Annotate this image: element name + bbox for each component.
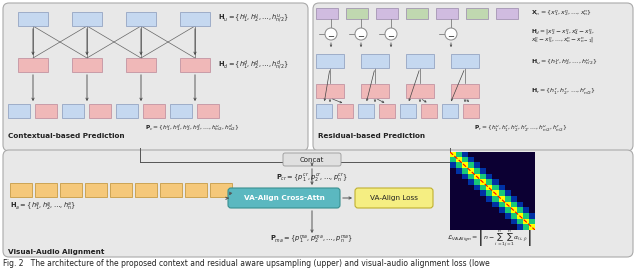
Text: VA-Align Loss: VA-Align Loss [370,195,418,201]
Bar [180,58,210,72]
Bar [170,104,192,118]
Text: Visual-Audio Alignment: Visual-Audio Alignment [8,249,104,255]
Bar [8,104,30,118]
Bar [361,54,389,68]
Text: $\mathbf{P}_c = \{h_1^u, h_1^d, h_2^u, h_2^d, \ldots, h_{n/2}^u, h_{n/2}^d\}$: $\mathbf{P}_c = \{h_1^u, h_1^d, h_2^u, h… [145,123,240,133]
Bar [451,84,479,98]
Bar [451,54,479,68]
Bar [316,54,344,68]
Text: Contextual-based Prediction: Contextual-based Prediction [8,133,125,139]
Bar [126,58,156,72]
Text: $-$: $-$ [387,30,395,39]
Text: Residual-based Prediction: Residual-based Prediction [318,133,425,139]
Text: $\mathbf{H}_d = \{h_1^d, h_2^d, \ldots, h_{n/2}^d\}$: $\mathbf{H}_d = \{h_1^d, h_2^d, \ldots, … [218,58,289,72]
Text: $\mathcal{L}_{VA\text{-}Align} = \left|n - \sum_{i=1}^{n}\sum_{j=1}^{n}\alpha_{(: $\mathcal{L}_{VA\text{-}Align} = \left|n… [447,227,532,249]
Circle shape [445,28,457,40]
Bar [406,8,428,19]
Bar [72,12,102,26]
Circle shape [355,28,367,40]
Text: $\mathbf{H}_r = \{h_1^r, h_2^r, \ldots, h_{n/2}^r\}$: $\mathbf{H}_r = \{h_1^r, h_2^r, \ldots, … [531,86,596,96]
Bar [135,183,157,197]
Bar [442,104,458,118]
Bar [346,8,368,19]
Bar [197,104,219,118]
FancyBboxPatch shape [313,3,633,151]
Text: $x_6^n - x_5^n, \ldots, x_n^n - x_{n-1}^n|$: $x_6^n - x_5^n, \ldots, x_n^n - x_{n-1}^… [531,35,594,44]
Bar [185,183,207,197]
Text: $\mathbf{H}_u = \{h_1^u, h_2^u, \ldots, h_{n/2}^u\}$: $\mathbf{H}_u = \{h_1^u, h_2^u, \ldots, … [218,13,289,25]
Bar [376,8,398,19]
Bar [406,84,434,98]
Bar [436,8,458,19]
Text: $\mathbf{X}_n = \{x_1^n, x_2^n, \ldots, x_n^n\}$: $\mathbf{X}_n = \{x_1^n, x_2^n, \ldots, … [531,9,592,18]
Bar [496,8,518,19]
FancyBboxPatch shape [3,150,633,257]
Bar [316,104,332,118]
Text: $-$: $-$ [357,30,365,39]
Bar [35,104,57,118]
Bar [89,104,111,118]
Bar [160,183,182,197]
Text: Concat: Concat [300,157,324,162]
Bar [210,183,232,197]
Bar [316,84,344,98]
FancyBboxPatch shape [228,188,340,208]
Bar [35,183,57,197]
Bar [18,12,48,26]
Bar [62,104,84,118]
Text: $\mathbf{P}_{cr} = \{p_1^{cr}, p_2^{cr}, \ldots, p_n^{cr}\}$: $\mathbf{P}_{cr} = \{p_1^{cr}, p_2^{cr},… [276,172,348,184]
Text: $-$: $-$ [447,30,455,39]
Bar [406,54,434,68]
Text: $\mathbf{H}_u = \{h_1^u, h_2^u, \ldots, h_{n/2}^u\}$: $\mathbf{H}_u = \{h_1^u, h_2^u, \ldots, … [531,57,597,65]
Text: Fig. 2   The architecture of the proposed context and residual aware upsampling : Fig. 2 The architecture of the proposed … [3,259,490,267]
Bar [110,183,132,197]
FancyBboxPatch shape [355,188,433,208]
Circle shape [385,28,397,40]
Bar [400,104,416,118]
Bar [18,58,48,72]
Bar [379,104,395,118]
FancyBboxPatch shape [283,153,341,166]
Bar [72,58,102,72]
Bar [116,104,138,118]
Bar [463,104,479,118]
Text: $-$: $-$ [327,30,335,39]
Bar [10,183,32,197]
Bar [143,104,165,118]
FancyBboxPatch shape [3,3,308,151]
Text: $\mathbf{P}_{ma} = \{p_1^{ma}, p_2^{ma}, \ldots, p_n^{ma}\}$: $\mathbf{P}_{ma} = \{p_1^{ma}, p_2^{ma},… [270,234,354,246]
Bar [60,183,82,197]
Bar [358,104,374,118]
Text: $\mathbf{H}_a = \{h_1^a, h_2^a, \ldots, h_n^a\}$: $\mathbf{H}_a = \{h_1^a, h_2^a, \ldots, … [10,201,76,213]
Bar [180,12,210,26]
Bar [126,12,156,26]
Bar [421,104,437,118]
Text: VA-Align Cross-Attn: VA-Align Cross-Attn [244,195,324,201]
Bar [466,8,488,19]
Bar [337,104,353,118]
Circle shape [325,28,337,40]
Bar [316,8,338,19]
Text: $\mathbf{H}_d = |x_2^n - x_1^n, x_4^n - x_3^n,$: $\mathbf{H}_d = |x_2^n - x_1^n, x_4^n - … [531,27,595,37]
Text: $\mathbf{P}_r = \{h_1^u, h_1^r, h_2^u, h_2^r, \ldots, h_{n/2}^u, h_{n/2}^r\}$: $\mathbf{P}_r = \{h_1^u, h_1^r, h_2^u, h… [474,123,568,133]
Bar [85,183,107,197]
Bar [361,84,389,98]
